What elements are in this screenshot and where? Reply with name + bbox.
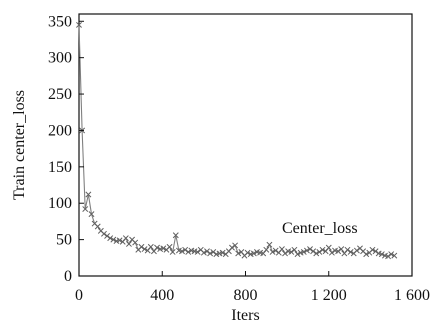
data-point [182, 246, 189, 253]
data-point [169, 249, 176, 255]
series-center-loss [76, 21, 398, 260]
data-point [160, 245, 167, 252]
data-point [82, 206, 89, 212]
data-point [235, 250, 242, 257]
data-point [101, 230, 107, 237]
data-point [303, 247, 310, 254]
data-point [282, 250, 288, 257]
axes: 0 400 800 1 200 1 600 0 50 100 150 200 250 300 350 [48, 13, 430, 304]
x-tick-label: 1 200 [311, 287, 347, 304]
data-point [388, 251, 395, 258]
data-point [154, 244, 161, 251]
data-point [141, 246, 148, 253]
data-point [200, 249, 207, 256]
data-point [88, 211, 95, 218]
data-point [138, 243, 145, 250]
data-point [291, 246, 298, 253]
data-point [363, 251, 370, 258]
data-point [107, 235, 114, 242]
y-tick-label: 0 [64, 268, 72, 285]
x-tick-label: 1 600 [394, 287, 430, 304]
data-point [372, 248, 379, 255]
data-point [294, 251, 301, 258]
data-point [110, 236, 117, 243]
data-point [104, 233, 111, 239]
data-point [288, 249, 295, 255]
data-point [328, 249, 335, 256]
data-point [204, 248, 210, 255]
series-annotation: Center_loss [282, 220, 358, 237]
data-point [85, 191, 92, 198]
data-point [219, 249, 226, 256]
data-point [310, 248, 317, 255]
data-point [122, 235, 129, 242]
y-tick-label: 50 [56, 232, 72, 249]
data-point [369, 246, 376, 253]
data-point [244, 249, 251, 256]
data-point [179, 248, 185, 255]
data-point [250, 250, 257, 257]
y-tick-label: 250 [48, 86, 72, 103]
data-point [172, 232, 179, 239]
y-tick-label: 100 [48, 195, 72, 212]
data-point [229, 244, 235, 251]
data-point [272, 247, 279, 254]
data-point [132, 239, 139, 246]
data-point [207, 250, 214, 257]
x-axis-label: Iters [231, 307, 259, 324]
data-point [391, 252, 398, 259]
y-tick-label: 200 [48, 122, 72, 139]
data-point [300, 249, 307, 255]
data-point [307, 246, 313, 253]
data-point [232, 242, 239, 249]
data-point [335, 248, 342, 255]
y-axis-label: Train center_loss [11, 90, 28, 200]
y-tick-label: 300 [48, 50, 72, 67]
data-point [353, 247, 360, 254]
data-point [347, 249, 354, 255]
data-point [263, 246, 270, 253]
data-point [116, 237, 123, 244]
data-point [378, 251, 385, 258]
plot-frame [78, 13, 413, 277]
data-point [344, 246, 351, 253]
data-point [185, 249, 192, 255]
data-point [319, 246, 326, 253]
data-point [76, 21, 82, 28]
plot-area [78, 13, 413, 277]
y-tick-label: 150 [48, 159, 72, 176]
data-point [278, 246, 285, 253]
data-point [338, 246, 345, 253]
data-point [125, 241, 132, 247]
data-point [316, 249, 323, 255]
data-point [194, 249, 201, 255]
data-point [94, 223, 101, 230]
data-point [166, 243, 173, 250]
x-tick-label: 400 [150, 287, 174, 304]
data-point [147, 243, 154, 250]
y-tick-label: 350 [48, 13, 72, 30]
data-point [266, 241, 273, 248]
data-point [385, 253, 392, 260]
x-tick-label: 800 [234, 287, 258, 304]
x-tick-label: 0 [75, 287, 83, 304]
data-point [313, 250, 320, 257]
data-point [269, 249, 276, 255]
data-point [210, 249, 217, 255]
data-point [325, 244, 332, 251]
